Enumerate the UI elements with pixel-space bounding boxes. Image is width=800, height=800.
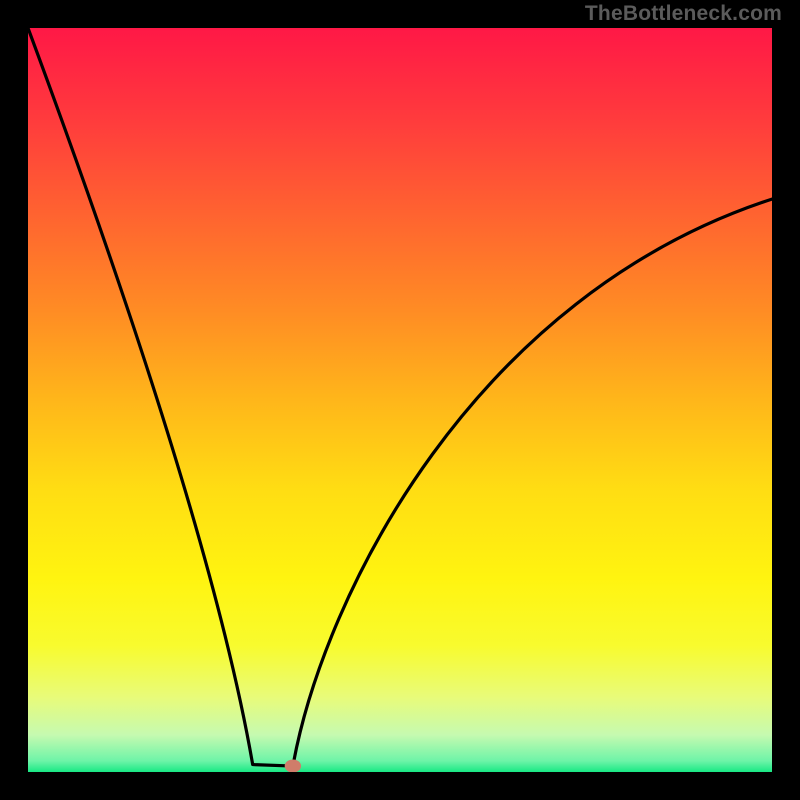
chart-svg (28, 28, 772, 772)
chart-frame: TheBottleneck.com (0, 0, 800, 800)
chart-background (28, 28, 772, 772)
watermark-text: TheBottleneck.com (585, 2, 782, 26)
plot-area (28, 28, 772, 772)
optimum-marker (285, 760, 301, 772)
